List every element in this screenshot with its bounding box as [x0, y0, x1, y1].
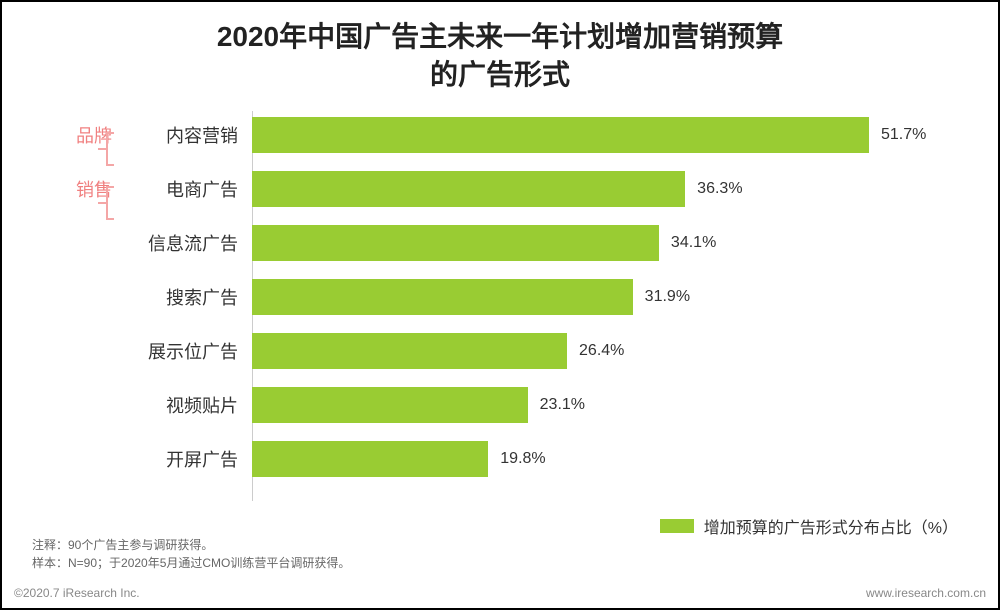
category-label: 视频贴片 — [112, 392, 252, 418]
bar-column: 19.8% — [252, 441, 968, 477]
bar-value-label: 19.8% — [500, 450, 545, 468]
bar-row: 视频贴片 23.1% — [32, 378, 968, 432]
bar-row: 开屏广告 19.8% — [32, 432, 968, 486]
chart-title: 2020年中国广告主未来一年计划增加营销预算 的广告形式 — [32, 18, 968, 94]
bar — [252, 171, 685, 207]
bar-wrap: 34.1% — [252, 225, 968, 261]
bracket-icon — [100, 132, 114, 166]
category-label: 开屏广告 — [112, 446, 252, 472]
bar-wrap: 31.9% — [252, 279, 968, 315]
bar — [252, 117, 869, 153]
title-line-2: 的广告形式 — [430, 59, 570, 90]
bar-column: 26.4% — [252, 333, 968, 369]
source-site: www.iresearch.com.cn — [866, 586, 986, 600]
tag-column: 销售 — [32, 176, 112, 202]
bar-value-label: 34.1% — [671, 234, 716, 252]
bar-column: 36.3% — [252, 171, 968, 207]
bar-row: 品牌内容营销 51.7% — [32, 108, 968, 162]
bar — [252, 225, 659, 261]
bar-row: 展示位广告 26.4% — [32, 324, 968, 378]
bar-value-label: 31.9% — [645, 288, 690, 306]
legend: 增加预算的广告形式分布占比（%） — [660, 514, 958, 538]
chart-frame: 2020年中国广告主未来一年计划增加营销预算 的广告形式 品牌内容营销 51.7%… — [0, 0, 1000, 610]
bar-row: 销售电商广告 36.3% — [32, 162, 968, 216]
bar-value-label: 51.7% — [881, 126, 926, 144]
bracket-icon — [100, 186, 114, 220]
bar-wrap: 36.3% — [252, 171, 968, 207]
bar-wrap: 26.4% — [252, 333, 968, 369]
bar-column: 51.7% — [252, 117, 968, 153]
bar-value-label: 26.4% — [579, 342, 624, 360]
footnote-2: 样本：N=90；于2020年5月通过CMO训练营平台调研获得。 — [32, 554, 350, 572]
bar-value-label: 23.1% — [540, 396, 585, 414]
bar — [252, 387, 528, 423]
bar-chart: 品牌内容营销 51.7% 销售电商广告 36.3% 信息流广告 34.1% 搜索广告 31.9… — [32, 108, 968, 486]
bar — [252, 333, 567, 369]
category-label: 信息流广告 — [112, 230, 252, 256]
category-label: 搜索广告 — [112, 284, 252, 310]
bar-row: 信息流广告 34.1% — [32, 216, 968, 270]
bar-column: 34.1% — [252, 225, 968, 261]
bar — [252, 279, 633, 315]
category-label: 内容营销 — [112, 122, 252, 148]
bar-wrap: 23.1% — [252, 387, 968, 423]
legend-swatch — [660, 519, 694, 533]
bar-value-label: 36.3% — [697, 180, 742, 198]
footnote-1: 注释：90个广告主参与调研获得。 — [32, 536, 350, 554]
bar-row: 搜索广告 31.9% — [32, 270, 968, 324]
category-label: 电商广告 — [112, 176, 252, 202]
footnotes: 注释：90个广告主参与调研获得。 样本：N=90；于2020年5月通过CMO训练… — [32, 536, 350, 572]
tag-column: 品牌 — [32, 122, 112, 148]
legend-label: 增加预算的广告形式分布占比（%） — [704, 514, 958, 538]
bar-wrap: 51.7% — [252, 117, 968, 153]
bar-column: 23.1% — [252, 387, 968, 423]
title-line-1: 2020年中国广告主未来一年计划增加营销预算 — [217, 21, 783, 52]
bar-wrap: 19.8% — [252, 441, 968, 477]
bar — [252, 441, 488, 477]
copyright: ©2020.7 iResearch Inc. — [14, 586, 140, 600]
category-label: 展示位广告 — [112, 338, 252, 364]
bar-column: 31.9% — [252, 279, 968, 315]
